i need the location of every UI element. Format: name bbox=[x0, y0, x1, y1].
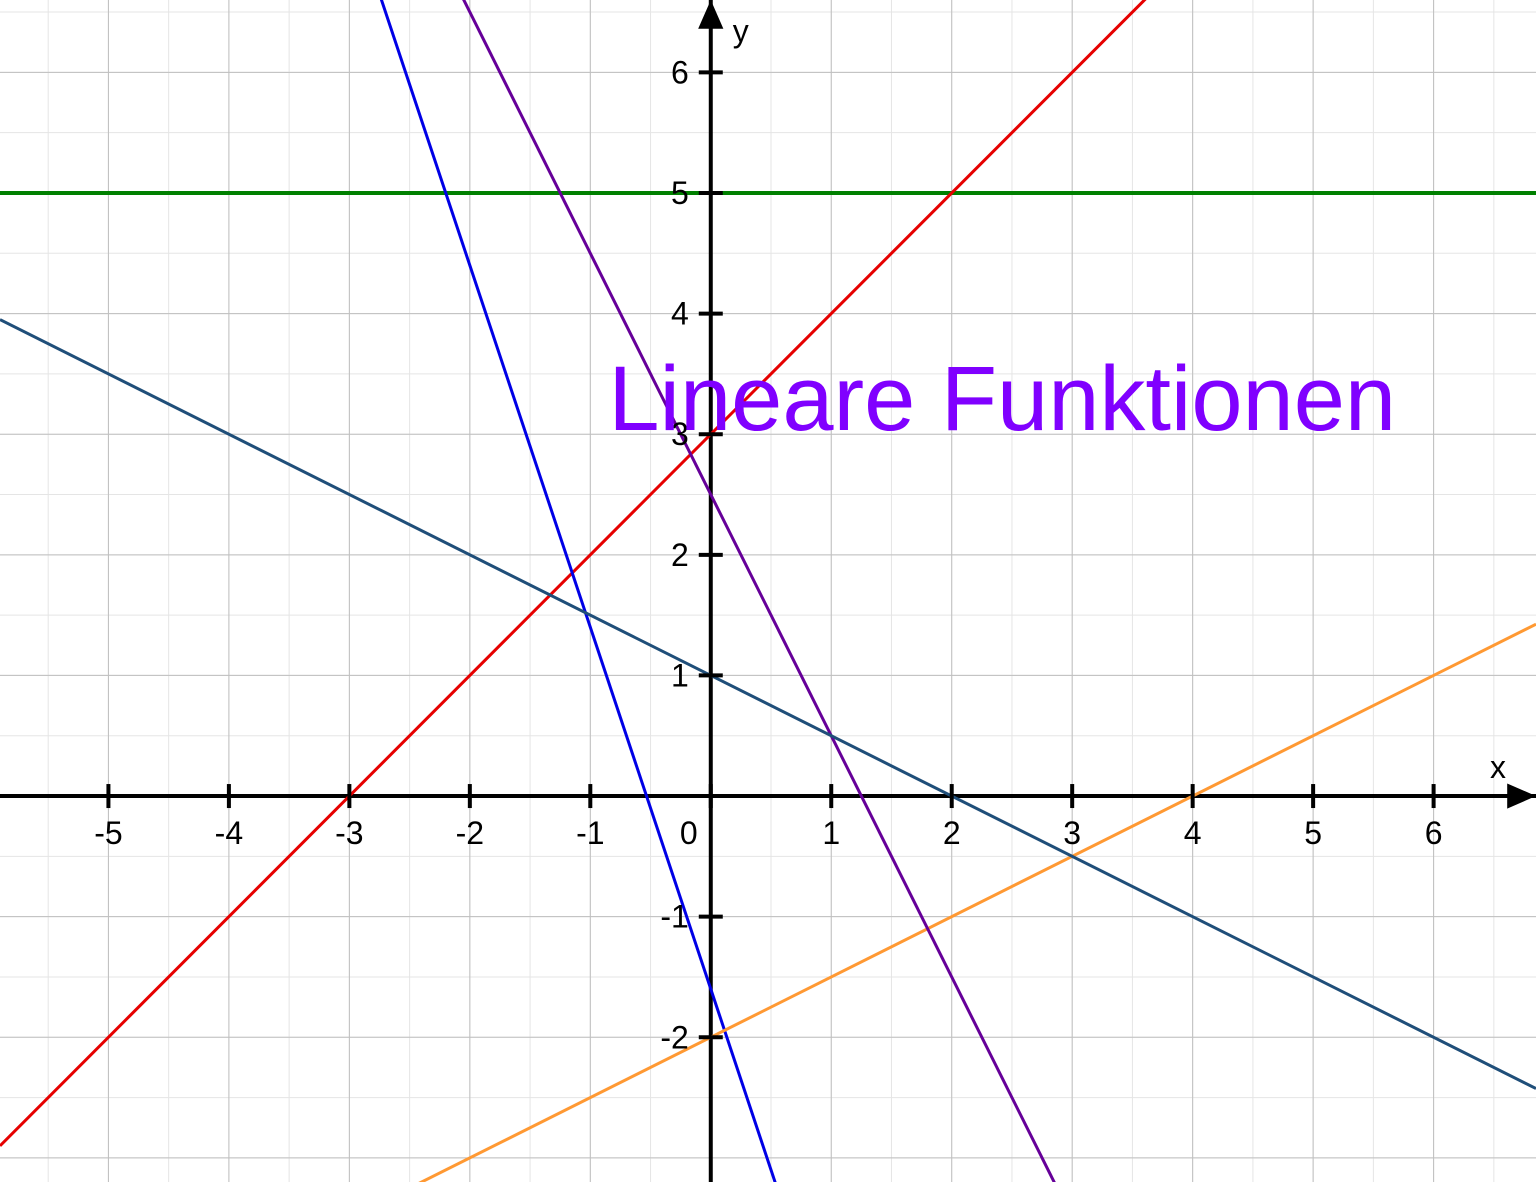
x-tick-label: -5 bbox=[94, 815, 122, 851]
x-tick-label: -4 bbox=[215, 815, 243, 851]
y-tick-label: 5 bbox=[671, 175, 689, 211]
x-tick-label: 3 bbox=[1063, 815, 1081, 851]
y-axis-label: y bbox=[733, 13, 749, 49]
x-tick-label: -3 bbox=[335, 815, 363, 851]
y-tick-label: -2 bbox=[660, 1019, 688, 1055]
x-tick-label: 5 bbox=[1304, 815, 1322, 851]
x-tick-label: 0 bbox=[680, 815, 698, 851]
x-axis-label: x bbox=[1490, 749, 1506, 785]
x-tick-label: -2 bbox=[456, 815, 484, 851]
x-tick-label: 2 bbox=[943, 815, 961, 851]
linear-functions-chart: -5-4-3-2-10123456-2-1123456xy Lineare Fu… bbox=[0, 0, 1536, 1182]
y-tick-label: 1 bbox=[671, 657, 689, 693]
y-tick-label: -1 bbox=[660, 899, 688, 935]
y-tick-label: 6 bbox=[671, 54, 689, 90]
y-tick-label: 3 bbox=[671, 416, 689, 452]
x-tick-label: 4 bbox=[1184, 815, 1202, 851]
y-tick-label: 4 bbox=[671, 296, 689, 332]
y-tick-label: 2 bbox=[671, 537, 689, 573]
x-tick-label: 6 bbox=[1425, 815, 1443, 851]
x-tick-label: 1 bbox=[822, 815, 840, 851]
plot-svg: -5 -4 -3 -2 -1 0 1 2 3 4 5 6 -2 -1 1 2 3 4 5 6 x y bbox=[0, 0, 1536, 1182]
x-tick-label: -1 bbox=[576, 815, 604, 851]
